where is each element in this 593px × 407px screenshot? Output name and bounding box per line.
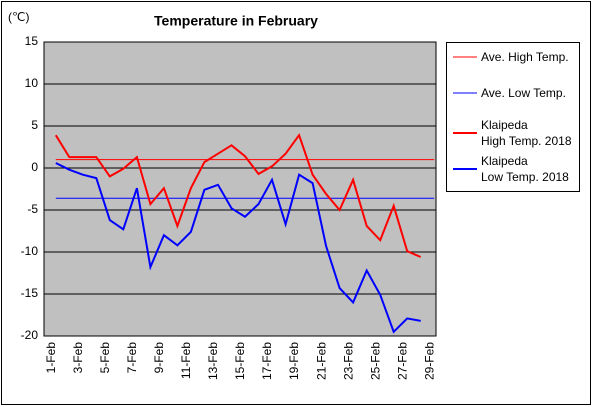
- legend-swatch: [453, 168, 477, 170]
- x-tick-label: 15-Feb: [233, 342, 247, 380]
- series-line: [54, 133, 422, 258]
- x-tick-label: 5-Feb: [98, 342, 112, 374]
- x-tick-label: 25-Feb: [368, 342, 382, 380]
- x-tick-label: 27-Feb: [395, 342, 409, 380]
- x-tick-label: 19-Feb: [287, 342, 301, 380]
- y-tick-label: -15: [21, 286, 39, 300]
- y-tick-label: 10: [25, 76, 39, 90]
- legend-entry: Klaipeda Low Temp. 2018: [447, 153, 579, 185]
- y-tick-label: 15: [25, 34, 39, 48]
- series-line: [55, 162, 421, 334]
- x-tick-label: 3-Feb: [71, 342, 85, 374]
- x-tick-label: 17-Feb: [260, 342, 274, 380]
- y-tick-label: 5: [31, 118, 38, 132]
- y-tick-label: -10: [21, 244, 39, 258]
- legend-entry: Klaipeda High Temp. 2018: [447, 117, 579, 149]
- legend-label: Klaipeda Low Temp. 2018: [481, 154, 569, 184]
- legend-swatch: [453, 56, 477, 58]
- x-tick-label: 1-Feb: [44, 342, 58, 374]
- x-tick-label: 23-Feb: [341, 342, 355, 380]
- legend: Ave. High Temp. Ave. Low Temp. Klaipeda Hi…: [446, 42, 580, 192]
- y-tick-label: 0: [31, 160, 38, 174]
- y-unit: (℃): [8, 10, 29, 24]
- legend-swatch: [453, 132, 477, 134]
- legend-label: Klaipeda High Temp. 2018: [481, 118, 572, 148]
- legend-label: Ave. Low Temp.: [481, 86, 566, 100]
- y-tick-label: -5: [27, 202, 38, 216]
- legend-label: Ave. High Temp.: [481, 50, 569, 64]
- chart-title: Temperature in February: [154, 13, 318, 29]
- x-tick-label: 21-Feb: [314, 342, 328, 380]
- legend-entry: Ave. High Temp.: [447, 49, 579, 65]
- plot-area: [43, 41, 437, 337]
- x-tick-label: 11-Feb: [179, 342, 193, 379]
- legend-swatch: [453, 92, 477, 94]
- x-tick-label: 13-Feb: [206, 342, 220, 380]
- legend-entry: Ave. Low Temp.: [447, 85, 579, 101]
- x-tick-label: 9-Feb: [152, 342, 166, 374]
- x-tick-label: 7-Feb: [125, 342, 139, 374]
- x-tick-label: 29-Feb: [422, 342, 436, 380]
- y-tick-label: -20: [21, 328, 39, 342]
